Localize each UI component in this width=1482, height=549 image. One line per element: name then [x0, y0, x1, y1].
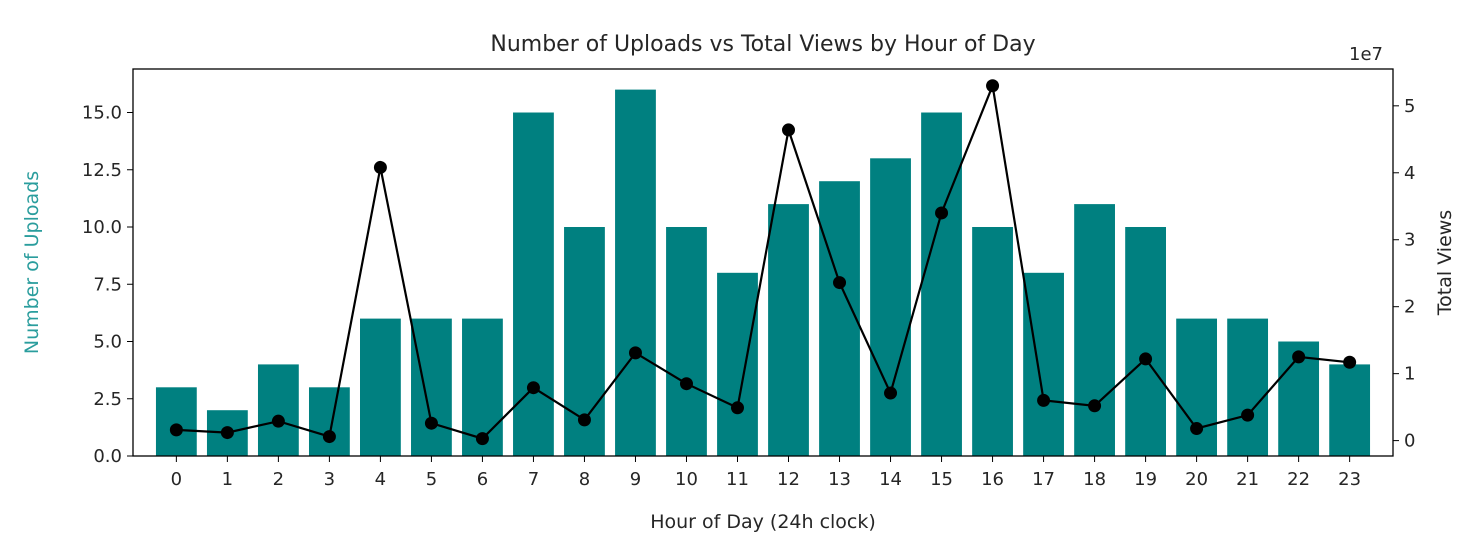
y-left-tick-label-6: 15.0	[82, 103, 122, 124]
x-tick-label-21: 21	[1236, 469, 1259, 490]
bar-hour-3	[308, 387, 350, 456]
views-point-hour-8	[577, 413, 591, 427]
views-line	[176, 81, 1350, 440]
y-right-tick-label-1: 1	[1404, 364, 1415, 385]
views-point-hour-1	[220, 426, 234, 440]
y-right-tick-label-5: 5	[1404, 96, 1415, 117]
x-tick-label-9: 9	[630, 469, 641, 490]
x-tick-label-14: 14	[879, 469, 902, 490]
x-tick-label-17: 17	[1032, 469, 1055, 490]
views-point-hour-15	[935, 206, 949, 220]
x-tick-label-15: 15	[930, 469, 953, 490]
x-tick-label-12: 12	[777, 469, 800, 490]
bar-hour-0	[155, 387, 197, 456]
x-tick-label-6: 6	[477, 469, 488, 490]
views-point-hour-5	[424, 416, 438, 430]
x-tick-label-11: 11	[726, 469, 749, 490]
views-point-hour-14	[884, 386, 898, 400]
x-tick-label-7: 7	[528, 469, 539, 490]
bar-hour-20	[1176, 318, 1218, 456]
views-point-hour-16	[986, 79, 1000, 93]
views-point-hour-3	[322, 430, 336, 444]
views-point-hour-22	[1292, 350, 1306, 364]
views-point-hour-23	[1343, 355, 1357, 369]
y-axis-right-title: Total Views	[1434, 210, 1456, 316]
views-point-hour-20	[1190, 422, 1204, 436]
views-point-hour-10	[679, 377, 693, 391]
bar-hour-18	[1074, 204, 1115, 456]
x-tick-label-20: 20	[1185, 469, 1208, 490]
y-axis-left-title: Number of Uploads	[21, 171, 43, 354]
x-tick-label-22: 22	[1287, 469, 1310, 490]
bar-hour-11	[717, 272, 758, 456]
views-point-hour-0	[169, 423, 183, 437]
right-axis-multiplier: 1e7	[1349, 44, 1383, 65]
x-tick-label-8: 8	[579, 469, 590, 490]
bar-hour-13	[819, 181, 860, 457]
y-left-tick-label-4: 10.0	[82, 217, 122, 238]
x-tick-label-1: 1	[222, 469, 233, 490]
bar-hour-19	[1125, 227, 1166, 456]
bar-hour-10	[666, 227, 707, 456]
views-point-hour-9	[628, 346, 642, 360]
views-point-hour-6	[475, 432, 489, 446]
x-tick-label-16: 16	[981, 469, 1004, 490]
bar-hour-14	[870, 158, 911, 457]
y-right-tick-label-2: 2	[1404, 297, 1415, 318]
y-left-tick-label-5: 12.5	[82, 160, 122, 181]
chart-title: Number of Uploads vs Total Views by Hour…	[490, 32, 1035, 57]
y-left-tick-label-2: 5.0	[93, 332, 122, 353]
y-right-tick-label-4: 4	[1404, 163, 1415, 184]
bars-layer	[155, 89, 1371, 457]
bar-hour-16	[972, 227, 1013, 456]
bar-hour-5	[411, 318, 452, 456]
bar-hour-23	[1329, 364, 1371, 456]
bar-hour-9	[615, 89, 656, 456]
bar-hour-17	[1023, 272, 1064, 456]
x-axis-title: Hour of Day (24h clock)	[650, 511, 876, 533]
x-tick-label-10: 10	[675, 469, 698, 490]
views-point-hour-19	[1139, 352, 1153, 366]
y-left-tick-label-3: 7.5	[93, 274, 122, 295]
x-tick-label-5: 5	[426, 469, 437, 490]
bar-hour-7	[513, 112, 554, 456]
views-point-hour-12	[782, 123, 796, 137]
x-tick-label-2: 2	[273, 469, 284, 490]
bar-hour-21	[1227, 318, 1269, 456]
x-tick-label-4: 4	[375, 469, 386, 490]
bar-hour-2	[257, 364, 299, 456]
bar-hour-15	[921, 112, 962, 456]
views-point-hour-2	[271, 414, 285, 428]
views-point-hour-21	[1241, 408, 1255, 422]
views-point-hour-4	[373, 160, 387, 174]
axes-layer: 0 1 2 3 4 5 6 7 8 9 10 11 12 13 14 15 16 17 18 19 20 21 22 230.…	[82, 96, 1416, 490]
line-layer	[169, 79, 1357, 446]
x-tick-label-23: 23	[1338, 469, 1361, 490]
plot-frame	[132, 68, 1394, 457]
y-left-tick-label-1: 2.5	[93, 389, 122, 410]
views-point-hour-11	[730, 401, 744, 415]
bar-hour-4	[360, 318, 401, 456]
y-right-tick-label-3: 3	[1404, 230, 1415, 251]
bar-hour-12	[768, 204, 809, 456]
y-right-tick-label-0: 0	[1404, 431, 1415, 452]
views-point-hour-18	[1088, 399, 1102, 413]
x-tick-label-18: 18	[1083, 469, 1106, 490]
views-point-hour-7	[526, 381, 540, 395]
views-point-hour-17	[1037, 393, 1051, 407]
y-left-tick-label-0: 0.0	[93, 446, 122, 467]
x-tick-label-19: 19	[1134, 469, 1157, 490]
views-point-hour-13	[833, 276, 847, 290]
x-tick-label-0: 0	[171, 469, 182, 490]
x-tick-label-3: 3	[324, 469, 335, 490]
x-tick-label-13: 13	[828, 469, 851, 490]
